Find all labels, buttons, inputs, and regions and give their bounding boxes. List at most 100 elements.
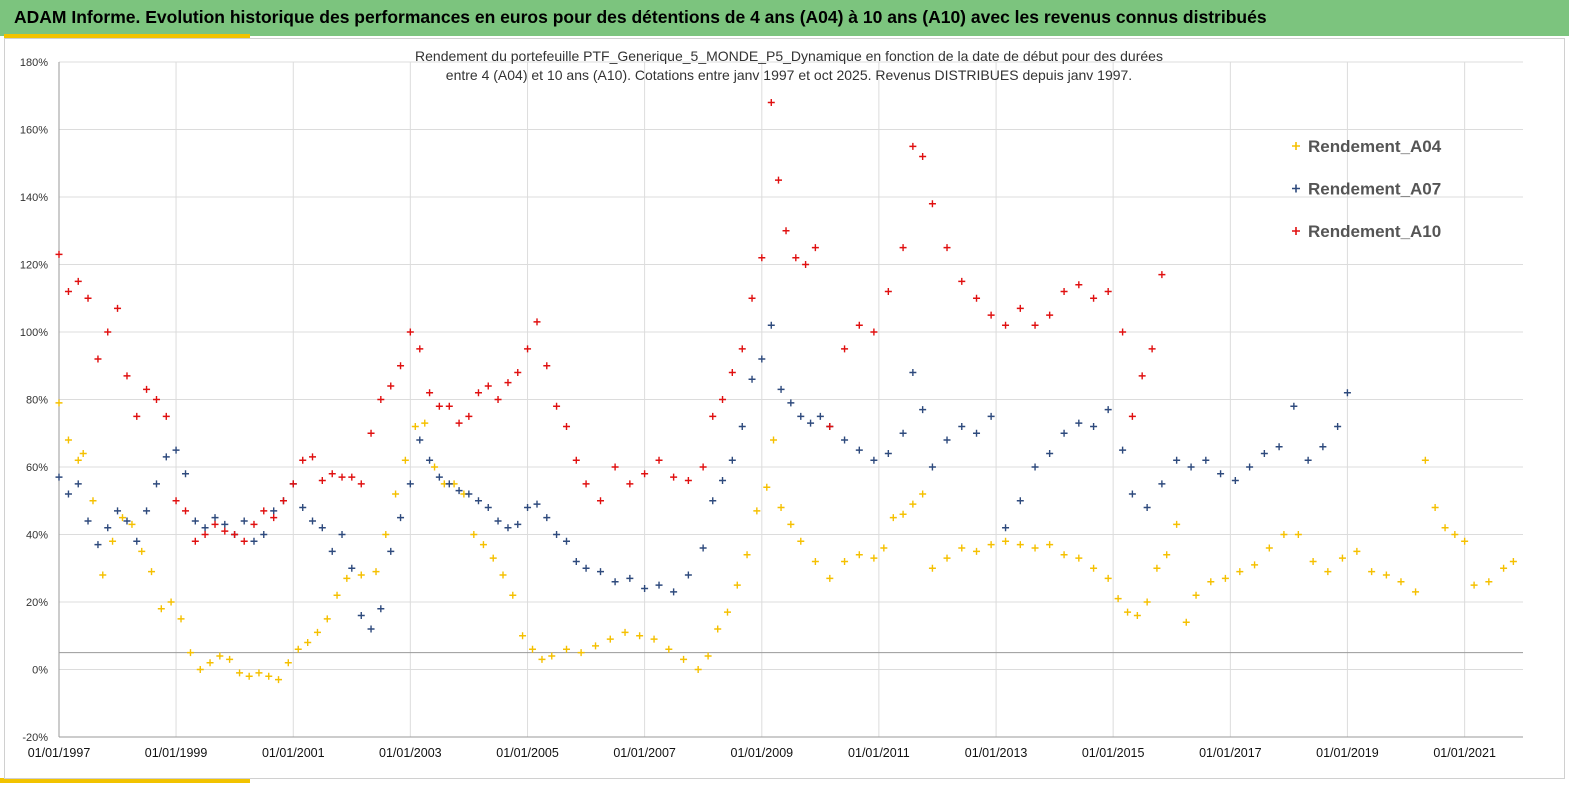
data-point <box>787 399 795 407</box>
data-point <box>186 649 194 657</box>
data-point <box>191 517 199 525</box>
y-tick-label: 40% <box>26 530 48 542</box>
data-point <box>636 632 644 640</box>
data-point <box>1251 561 1259 569</box>
data-point <box>758 355 766 363</box>
data-point <box>738 345 746 353</box>
data-point <box>74 456 82 464</box>
data-point <box>704 652 712 660</box>
data-point <box>416 345 424 353</box>
data-point <box>909 500 917 508</box>
data-point <box>714 625 722 633</box>
banner-title: ADAM Informe. Evolution historique des p… <box>14 7 1267 27</box>
data-point <box>265 672 273 680</box>
data-point <box>1031 544 1039 552</box>
data-point <box>260 507 268 515</box>
data-point <box>94 541 102 549</box>
data-point <box>504 379 512 387</box>
data-point <box>162 453 170 461</box>
data-point <box>1060 288 1068 295</box>
data-point <box>709 412 717 420</box>
y-tick-label: -20% <box>22 732 48 744</box>
data-point <box>182 507 190 515</box>
data-point <box>841 558 849 565</box>
data-point <box>811 558 819 565</box>
data-point <box>299 504 307 511</box>
data-point <box>1075 419 1083 427</box>
data-point <box>1246 463 1254 471</box>
data-point <box>275 676 283 684</box>
data-point <box>880 544 888 552</box>
data-point <box>919 406 927 414</box>
data-point <box>1163 551 1171 559</box>
data-point <box>529 645 537 653</box>
data-point <box>728 369 736 376</box>
data-point <box>445 402 453 410</box>
data-point <box>699 544 707 552</box>
data-point <box>855 321 863 329</box>
x-tick-label: 01/01/2007 <box>613 746 676 760</box>
y-tick-label: 120% <box>20 260 48 272</box>
data-point <box>177 615 185 623</box>
data-point <box>494 517 502 525</box>
data-point <box>1275 443 1283 451</box>
data-point <box>1114 595 1122 603</box>
data-point <box>1119 328 1127 336</box>
data-point <box>1016 304 1024 312</box>
data-point <box>1202 456 1210 464</box>
x-tick-label: 01/01/2005 <box>496 746 559 760</box>
data-point <box>919 153 927 160</box>
data-point <box>1397 578 1405 586</box>
data-point <box>114 507 122 515</box>
data-point <box>328 547 336 555</box>
data-point <box>777 504 785 511</box>
data-point <box>1124 608 1132 616</box>
data-point <box>1090 423 1098 430</box>
data-point <box>397 362 405 370</box>
data-point <box>143 507 151 515</box>
accent-bar-bottom <box>0 778 250 783</box>
data-point <box>1060 551 1068 559</box>
data-point <box>1002 524 1010 532</box>
data-point <box>1143 598 1151 606</box>
data-point <box>226 655 234 663</box>
data-point <box>1104 288 1112 295</box>
data-point <box>626 480 634 488</box>
grid <box>58 61 1523 738</box>
data-point <box>221 520 229 528</box>
data-point <box>1187 463 1195 471</box>
data-point <box>118 514 126 522</box>
data-point <box>597 497 605 505</box>
data-point <box>1090 564 1098 572</box>
data-point <box>1470 581 1478 589</box>
data-point <box>367 625 375 633</box>
data-point <box>563 423 571 430</box>
data-point <box>1031 321 1039 329</box>
data-point <box>299 456 307 464</box>
x-tick-label: 01/01/2011 <box>848 746 910 760</box>
data-point <box>943 554 951 562</box>
data-point <box>1192 591 1200 599</box>
data-point <box>406 328 414 336</box>
data-point <box>1182 618 1190 626</box>
data-point <box>684 477 692 484</box>
data-point <box>655 456 663 464</box>
data-point <box>1304 456 1312 464</box>
y-tick-label: 80% <box>26 395 48 407</box>
data-point <box>64 490 72 498</box>
data-point <box>807 419 815 427</box>
data-point <box>1128 412 1136 420</box>
data-point <box>719 396 727 403</box>
data-point <box>641 470 649 478</box>
data-point <box>445 480 453 488</box>
data-point <box>201 524 209 532</box>
data-point <box>670 588 678 596</box>
data-point <box>777 385 785 393</box>
data-point <box>973 429 981 437</box>
data-point <box>797 412 805 420</box>
data-point <box>855 446 863 454</box>
data-point <box>758 254 766 262</box>
data-point <box>109 537 117 545</box>
data-point <box>1016 541 1024 549</box>
